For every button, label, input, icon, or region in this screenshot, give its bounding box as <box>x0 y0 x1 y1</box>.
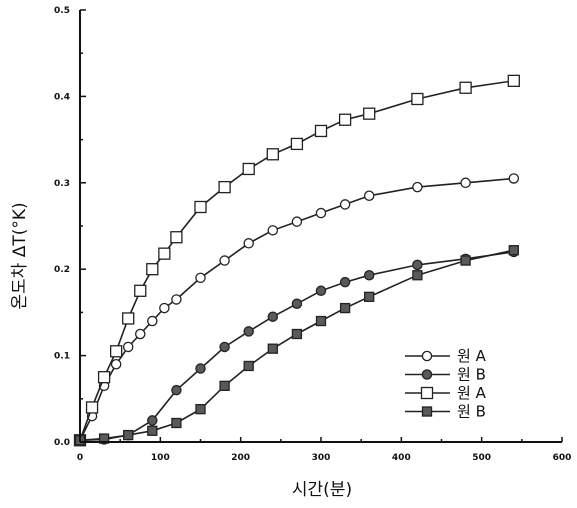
data-point <box>412 259 423 271</box>
x-tick-label: 500 <box>472 453 491 463</box>
data-point <box>508 245 519 256</box>
data-point <box>110 358 122 370</box>
y-tick-label: 0.0 <box>54 438 70 448</box>
legend-marker <box>421 350 433 362</box>
data-point <box>339 199 351 210</box>
data-point <box>147 425 158 436</box>
data-point <box>291 298 303 310</box>
legend-label: 원 B <box>457 403 486 421</box>
data-point <box>266 148 279 161</box>
y-axis-title: 온도차 ΔT(°K) <box>10 202 30 309</box>
data-point <box>508 173 520 184</box>
data-point <box>97 371 111 384</box>
data-point <box>146 263 159 276</box>
legend-label: 원 A <box>457 347 487 365</box>
x-tick-label: 600 <box>553 453 572 463</box>
legend-label: 원 B <box>457 366 486 384</box>
data-point <box>243 360 254 372</box>
data-point <box>171 384 182 396</box>
x-tick-label: 0 <box>77 453 83 463</box>
data-point <box>242 162 255 176</box>
data-point <box>122 312 135 325</box>
data-point <box>195 363 206 374</box>
legend-item: 원 A <box>405 384 487 402</box>
data-point <box>243 238 254 249</box>
data-point <box>412 181 423 193</box>
legend-marker <box>421 369 433 380</box>
data-point <box>170 231 183 244</box>
data-point <box>364 291 375 302</box>
data-point <box>195 404 206 415</box>
data-point <box>314 124 328 138</box>
series-line <box>79 249 514 442</box>
data-point <box>291 328 303 340</box>
data-point <box>290 137 304 151</box>
series-4 <box>74 245 519 446</box>
data-point <box>315 315 327 327</box>
data-point <box>219 380 230 391</box>
data-point <box>315 207 327 219</box>
data-point <box>219 255 230 266</box>
data-point <box>110 345 123 358</box>
data-point <box>158 247 171 260</box>
data-point <box>159 302 170 314</box>
data-point <box>507 74 520 87</box>
data-point <box>338 113 352 126</box>
data-point <box>459 81 472 94</box>
legend: 원 A원 B원 A원 B <box>405 347 487 421</box>
data-point <box>363 190 375 202</box>
data-point <box>171 294 182 305</box>
data-point <box>85 401 99 414</box>
data-point <box>194 200 207 214</box>
x-tick-label: 100 <box>151 453 170 463</box>
data-point <box>122 341 134 353</box>
data-point <box>460 255 471 266</box>
legend-label: 원 A <box>457 384 487 402</box>
x-axis-title: 시간(분) <box>292 480 352 500</box>
series-layer <box>73 74 520 447</box>
data-point <box>98 433 110 444</box>
data-point <box>267 343 278 354</box>
data-point <box>291 216 303 227</box>
x-tick-label: 400 <box>392 453 411 463</box>
axes-layer: 0 100 200 300 400 500 600 0.0 0.1 0.2 0.3 0.4 0.5 <box>54 6 571 463</box>
series-2 <box>74 246 520 446</box>
legend-marker <box>421 406 433 417</box>
data-point <box>171 417 182 429</box>
data-point <box>218 180 231 194</box>
data-point <box>134 284 147 297</box>
legend-marker <box>420 386 434 400</box>
legend-item: 원 B <box>405 366 486 384</box>
data-point <box>460 177 471 189</box>
series-3 <box>73 74 520 447</box>
data-point <box>363 269 375 281</box>
data-point <box>123 429 134 441</box>
series-line <box>79 251 514 442</box>
data-point <box>267 225 279 236</box>
data-point <box>267 311 279 322</box>
y-tick-label: 0.4 <box>54 92 70 102</box>
y-tick-label: 0.3 <box>54 179 70 189</box>
data-point <box>134 328 146 340</box>
data-point <box>363 107 376 120</box>
data-point <box>219 341 230 353</box>
data-point <box>315 285 327 297</box>
data-point <box>411 92 424 106</box>
legend-item: 원 A <box>405 347 487 365</box>
data-point <box>339 302 351 314</box>
series-1 <box>74 173 520 446</box>
y-tick-label: 0.5 <box>54 6 70 16</box>
data-point <box>339 276 351 288</box>
data-point <box>412 270 423 281</box>
y-tick-label: 0.2 <box>54 265 70 275</box>
y-tick-label: 0.1 <box>54 352 70 362</box>
legend-item: 원 B <box>405 403 486 421</box>
data-point <box>147 415 158 426</box>
data-point <box>147 315 158 327</box>
data-point <box>243 326 254 337</box>
data-point <box>195 272 206 284</box>
x-tick-label: 300 <box>312 453 331 463</box>
x-tick-label: 200 <box>231 453 250 463</box>
